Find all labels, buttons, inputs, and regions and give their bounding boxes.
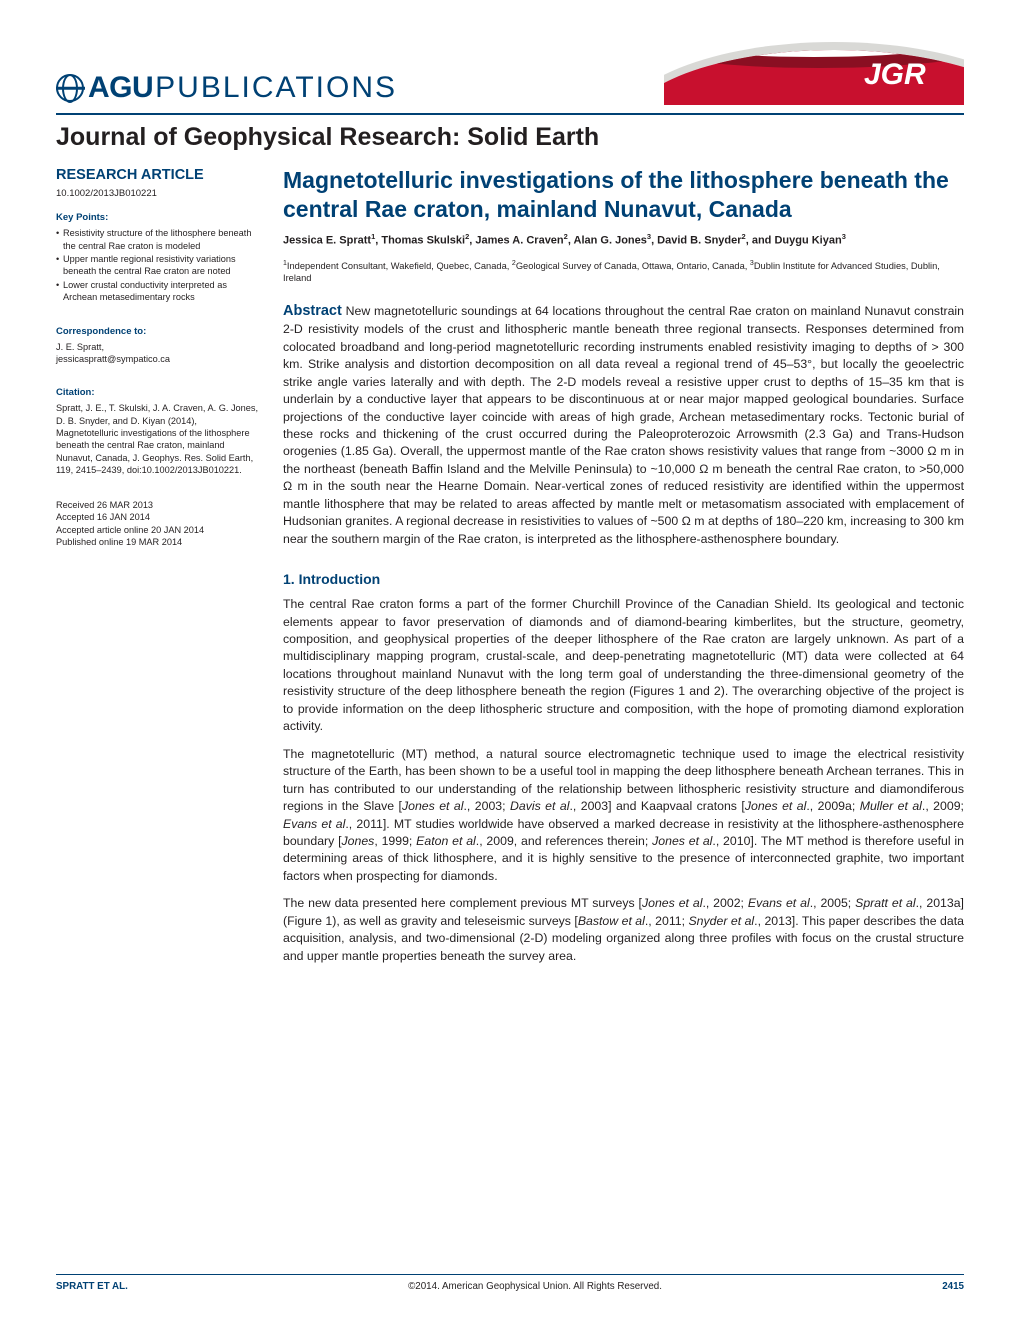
date-accepted: Accepted 16 JAN 2014 bbox=[56, 511, 261, 523]
authors-line: Jessica E. Spratt1, Thomas Skulski2, Jam… bbox=[283, 232, 964, 249]
list-item: Lower crustal conductivity interpreted a… bbox=[56, 279, 261, 304]
doi-text: 10.1002/2013JB010221 bbox=[56, 188, 261, 201]
dates-block: Received 26 MAR 2013 Accepted 16 JAN 201… bbox=[56, 499, 261, 549]
page-footer: SPRATT ET AL. ©2014. American Geophysica… bbox=[56, 1274, 964, 1292]
article-title: Magnetotelluric investigations of the li… bbox=[283, 166, 964, 224]
footer-copyright: ©2014. American Geophysical Union. All R… bbox=[408, 1281, 662, 1292]
jgr-badge-text: JGR bbox=[864, 58, 926, 91]
journal-title: Journal of Geophysical Research: Solid E… bbox=[56, 123, 964, 152]
section-heading-intro: 1. Introduction bbox=[283, 570, 964, 590]
publications-text: PUBLICATIONS bbox=[155, 71, 397, 105]
keypoints-heading: Key Points: bbox=[56, 212, 261, 225]
correspondence-block: Correspondence to: J. E. Spratt, jessica… bbox=[56, 326, 261, 366]
abstract-paragraph: Abstract New magnetotelluric soundings a… bbox=[283, 301, 964, 548]
date-published: Published online 19 MAR 2014 bbox=[56, 536, 261, 548]
abstract-body: New magnetotelluric soundings at 64 loca… bbox=[283, 304, 964, 546]
list-item: Upper mantle regional resistivity variat… bbox=[56, 253, 261, 278]
intro-paragraph-1: The central Rae craton forms a part of t… bbox=[283, 596, 964, 736]
agu-wordmark: AGU bbox=[56, 71, 153, 105]
publisher-logo: AGU PUBLICATIONS bbox=[56, 71, 397, 105]
citation-block: Citation: Spratt, J. E., T. Skulski, J. … bbox=[56, 387, 261, 476]
date-accepted-online: Accepted article online 20 JAN 2014 bbox=[56, 524, 261, 536]
main-columns: RESEARCH ARTICLE 10.1002/2013JB010221 Ke… bbox=[56, 166, 964, 975]
globe-icon bbox=[56, 74, 84, 102]
article-type-label: RESEARCH ARTICLE bbox=[56, 166, 261, 186]
abstract-label: Abstract bbox=[283, 303, 342, 319]
agu-text: AGU bbox=[88, 71, 153, 105]
footer-page-number: 2415 bbox=[942, 1281, 964, 1292]
sidebar: RESEARCH ARTICLE 10.1002/2013JB010221 Ke… bbox=[56, 166, 261, 975]
date-received: Received 26 MAR 2013 bbox=[56, 499, 261, 511]
intro-paragraph-2: The magnetotelluric (MT) method, a natur… bbox=[283, 746, 964, 886]
keypoints-list: Resistivity structure of the lithosphere… bbox=[56, 227, 261, 304]
jgr-badge-icon: JGR bbox=[664, 40, 964, 105]
correspondence-email: jessicaspratt@sympatico.ca bbox=[56, 353, 261, 365]
correspondence-heading: Correspondence to: bbox=[56, 326, 261, 339]
footer-authors: SPRATT ET AL. bbox=[56, 1281, 128, 1292]
correspondence-name: J. E. Spratt, bbox=[56, 341, 261, 353]
page-header: AGU PUBLICATIONS JGR bbox=[56, 40, 964, 105]
intro-paragraph-3: The new data presented here complement p… bbox=[283, 895, 964, 965]
article-content: Magnetotelluric investigations of the li… bbox=[283, 166, 964, 975]
affiliations-line: 1Independent Consultant, Wakefield, Queb… bbox=[283, 259, 964, 285]
citation-heading: Citation: bbox=[56, 387, 261, 400]
citation-text: Spratt, J. E., T. Skulski, J. A. Craven,… bbox=[56, 402, 261, 477]
list-item: Resistivity structure of the lithosphere… bbox=[56, 227, 261, 252]
header-divider bbox=[56, 113, 964, 115]
